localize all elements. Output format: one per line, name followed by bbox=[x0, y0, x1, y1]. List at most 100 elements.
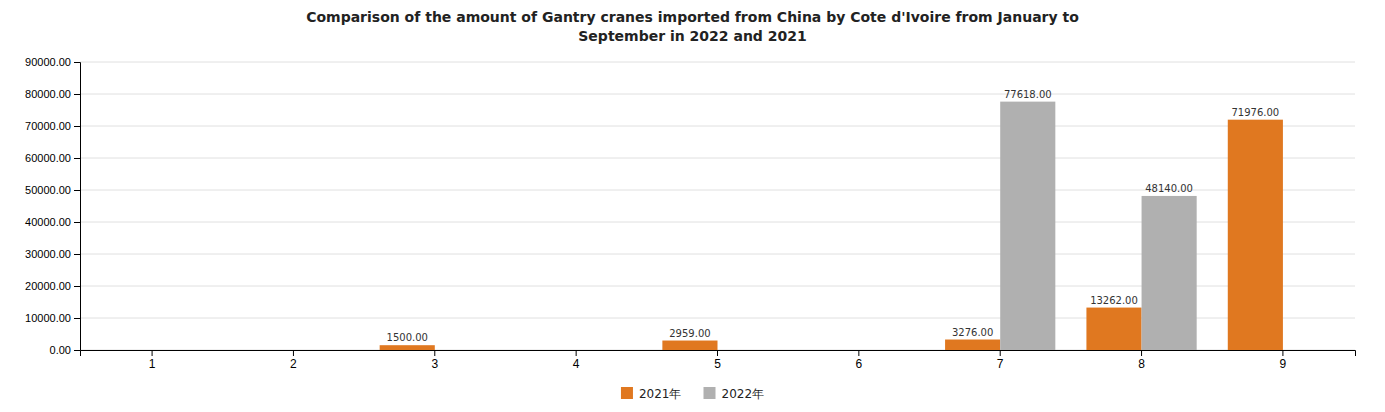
legend: 2021年 2022年 bbox=[621, 387, 764, 401]
grid-line bbox=[80, 126, 1355, 127]
tick-mark bbox=[1000, 350, 1001, 356]
bars bbox=[380, 102, 1283, 350]
data-label: 1500.00 bbox=[387, 332, 428, 343]
tick-label: 3 bbox=[431, 357, 438, 371]
tick: 0.00 bbox=[50, 344, 80, 356]
axis-line bbox=[81, 351, 1356, 357]
tick-label: 9 bbox=[1280, 357, 1287, 371]
legend-swatch bbox=[621, 387, 633, 399]
tick-mark bbox=[858, 350, 859, 356]
grid-line bbox=[80, 94, 1355, 95]
tick-mark bbox=[74, 126, 80, 127]
bar bbox=[380, 345, 435, 350]
tick: 40000.00 bbox=[25, 216, 80, 228]
tick: 1 bbox=[149, 350, 156, 371]
tick-mark bbox=[1282, 350, 1283, 356]
bar bbox=[152, 350, 207, 351]
bar bbox=[1142, 196, 1197, 350]
tick-mark bbox=[74, 318, 80, 319]
bar bbox=[576, 350, 631, 351]
bar bbox=[1086, 308, 1141, 350]
y-axis: 0.00 10000.00 20000.00 30000.00 40000.00 5000… bbox=[25, 56, 80, 356]
bar bbox=[1228, 120, 1283, 350]
bar bbox=[662, 341, 717, 350]
tick-label: 50000.00 bbox=[25, 184, 71, 196]
tick: 3 bbox=[431, 350, 438, 371]
tick-mark bbox=[152, 350, 153, 356]
tick: 6 bbox=[856, 350, 863, 371]
bar bbox=[804, 350, 859, 351]
grid bbox=[80, 62, 1355, 350]
bar bbox=[293, 350, 348, 351]
tick-label: 5 bbox=[714, 357, 721, 371]
tick-label: 70000.00 bbox=[25, 120, 71, 132]
tick-label: 7 bbox=[997, 357, 1004, 371]
tick: 60000.00 bbox=[25, 152, 80, 164]
tick: 90000.00 bbox=[25, 56, 80, 68]
tick: 50000.00 bbox=[25, 184, 80, 196]
tick-mark bbox=[434, 350, 435, 356]
tick-mark bbox=[293, 350, 294, 356]
tick-label: 0.00 bbox=[50, 344, 71, 356]
bar-series bbox=[1000, 102, 1196, 350]
grid-line bbox=[80, 158, 1355, 159]
tick-mark bbox=[74, 286, 80, 287]
bar bbox=[1283, 350, 1338, 351]
title-line: September in 2022 and 2021 bbox=[578, 28, 806, 44]
tick-mark bbox=[74, 254, 80, 255]
bar bbox=[859, 350, 914, 351]
bar bbox=[1000, 102, 1055, 350]
tick: 80000.00 bbox=[25, 88, 80, 100]
bar bbox=[718, 350, 773, 351]
tick: 9 bbox=[1280, 350, 1287, 371]
data-labels: 1500.00 2959.00 3276.00 13262.00 71976.00 776… bbox=[387, 89, 1280, 344]
data-label: 48140.00 bbox=[1145, 183, 1193, 194]
legend-item: 2022年 bbox=[704, 387, 765, 401]
axis-line bbox=[74, 63, 81, 351]
tick-label: 20000.00 bbox=[25, 280, 71, 292]
bar bbox=[945, 340, 1000, 350]
grid-line bbox=[80, 62, 1355, 63]
bar-series bbox=[380, 120, 1283, 350]
bar bbox=[521, 350, 576, 351]
data-label: 3276.00 bbox=[952, 327, 993, 338]
tick-mark bbox=[1141, 350, 1142, 356]
data-label: 77618.00 bbox=[1004, 89, 1052, 100]
tick: 7 bbox=[997, 350, 1004, 371]
tick-mark bbox=[74, 158, 80, 159]
tick-label: 10000.00 bbox=[25, 312, 71, 324]
tick-label: 30000.00 bbox=[25, 248, 71, 260]
tick-mark bbox=[74, 62, 80, 63]
legend-label: 2021年 bbox=[639, 387, 682, 401]
legend-item: 2021年 bbox=[621, 387, 682, 401]
title: Comparison of the amount of Gantry crane… bbox=[306, 9, 1079, 44]
tick-label: 60000.00 bbox=[25, 152, 71, 164]
data-label: 13262.00 bbox=[1090, 295, 1138, 306]
x-axis: 1 2 3 4 5 6 7 8 9 bbox=[81, 350, 1356, 371]
tick-label: 4 bbox=[573, 357, 580, 371]
tick: 70000.00 bbox=[25, 120, 80, 132]
tick-mark bbox=[74, 222, 80, 223]
bar bbox=[97, 350, 152, 351]
tick-mark bbox=[74, 190, 80, 191]
tick: 2 bbox=[290, 350, 297, 371]
tick-label: 80000.00 bbox=[25, 88, 71, 100]
tick-label: 8 bbox=[1138, 357, 1145, 371]
tick: 5 bbox=[714, 350, 721, 371]
tick: 30000.00 bbox=[25, 248, 80, 260]
data-label: 2959.00 bbox=[669, 328, 710, 339]
chart: Comparison of the amount of Gantry crane… bbox=[0, 0, 1385, 412]
bar bbox=[238, 350, 293, 351]
tick: 10000.00 bbox=[25, 312, 80, 324]
tick-label: 1 bbox=[149, 357, 156, 371]
tick-mark bbox=[717, 350, 718, 356]
data-label: 71976.00 bbox=[1231, 107, 1279, 118]
tick: 4 bbox=[573, 350, 580, 371]
tick: 8 bbox=[1138, 350, 1145, 371]
tick-label: 2 bbox=[290, 357, 297, 371]
legend-label: 2022年 bbox=[722, 387, 765, 401]
tick-mark bbox=[576, 350, 577, 356]
tick-label: 40000.00 bbox=[25, 216, 71, 228]
bar bbox=[435, 350, 490, 351]
tick-label: 90000.00 bbox=[25, 56, 71, 68]
